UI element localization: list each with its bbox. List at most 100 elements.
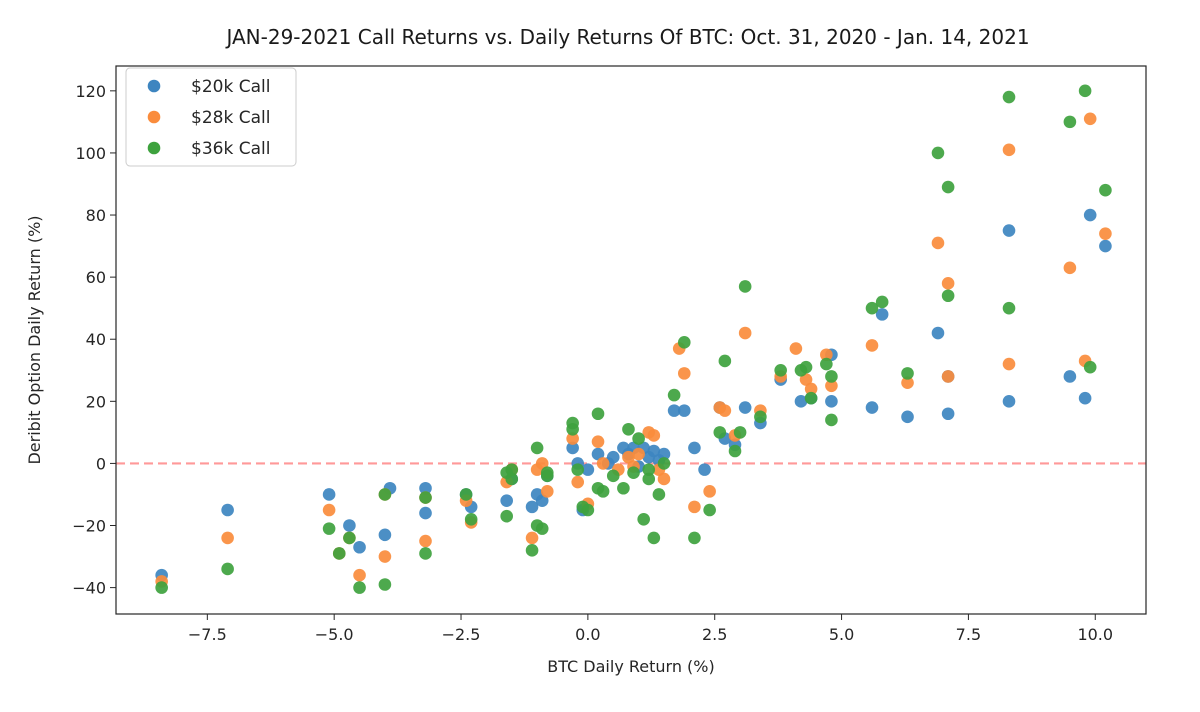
data-point	[667, 404, 681, 417]
data-point	[713, 426, 727, 439]
y-tick-label: 60	[86, 268, 106, 287]
data-point	[677, 404, 691, 417]
data-point	[505, 463, 519, 476]
plot-frame	[115, 65, 1147, 615]
data-point	[155, 581, 168, 594]
data-point	[419, 506, 432, 520]
series-2	[155, 84, 1112, 594]
data-point	[353, 540, 366, 554]
data-point	[343, 531, 356, 545]
data-point	[535, 522, 549, 535]
data-point	[606, 469, 620, 483]
data-point	[794, 395, 808, 408]
data-point	[1063, 370, 1077, 383]
legend-label: $20k Call	[191, 77, 270, 97]
data-point	[1099, 227, 1112, 240]
x-tick-label: 5.0	[829, 625, 854, 644]
data-point	[530, 441, 544, 455]
data-point	[1083, 112, 1097, 126]
data-point	[637, 513, 650, 526]
data-point	[647, 444, 661, 458]
x-tick-label: −2.5	[442, 625, 481, 644]
data-point	[353, 568, 366, 582]
data-point	[1099, 183, 1112, 197]
data-point	[1002, 224, 1016, 237]
data-point	[571, 463, 585, 476]
data-point	[1002, 357, 1016, 371]
data-point	[500, 509, 513, 523]
data-point	[738, 401, 752, 414]
data-point	[865, 401, 879, 414]
data-point	[652, 488, 666, 501]
data-point	[825, 395, 838, 408]
data-point	[1002, 395, 1016, 408]
data-point	[1078, 84, 1092, 98]
data-point	[353, 581, 366, 594]
data-point	[901, 367, 914, 380]
data-point	[596, 457, 610, 470]
data-point	[378, 488, 392, 501]
x-tick-label: 10.0	[1077, 625, 1113, 644]
data-point	[825, 379, 838, 393]
data-point	[1063, 261, 1077, 275]
data-point	[733, 426, 747, 439]
legend: $20k Call $28k Call $36k Call	[125, 67, 297, 167]
data-point	[688, 500, 701, 514]
data-point	[505, 472, 519, 486]
data-point	[419, 547, 432, 560]
data-point	[804, 382, 818, 396]
y-axis-label: Deribit Option Daily Return (%)	[25, 215, 44, 464]
data-point	[540, 485, 554, 498]
data-point	[617, 481, 630, 495]
data-point	[941, 370, 955, 383]
data-point	[591, 447, 605, 461]
data-point	[931, 146, 945, 160]
data-point	[728, 444, 742, 458]
data-point	[419, 481, 432, 495]
data-point	[632, 432, 645, 445]
y-tick-label: 40	[86, 330, 106, 349]
legend-label: $28k Call	[191, 108, 270, 128]
data-point	[581, 503, 595, 517]
data-point	[875, 295, 889, 309]
chart-title: JAN-29-2021 Call Returns vs. Daily Retur…	[224, 25, 1029, 49]
data-point	[622, 450, 635, 464]
data-point	[378, 578, 392, 591]
data-point	[1078, 391, 1092, 405]
data-point	[799, 373, 813, 386]
data-point	[718, 404, 732, 417]
data-point	[865, 339, 879, 352]
y-tick-label: 100	[75, 144, 106, 163]
data-point	[221, 531, 234, 545]
data-point	[596, 485, 610, 498]
data-point	[799, 360, 813, 374]
series-1	[155, 112, 1112, 588]
y-tick-label: 0	[96, 454, 106, 473]
data-point	[535, 457, 549, 470]
data-point	[1083, 360, 1097, 374]
data-point	[622, 422, 635, 436]
x-tick-label: −7.5	[188, 625, 227, 644]
data-point	[642, 472, 656, 486]
data-point	[1002, 143, 1016, 157]
data-point	[419, 534, 432, 548]
data-point	[901, 376, 914, 389]
legend-marker	[147, 110, 161, 124]
data-point	[322, 522, 336, 535]
x-tick-label: 0.0	[575, 625, 600, 644]
data-point	[627, 466, 640, 480]
data-point	[419, 491, 432, 504]
data-point	[703, 503, 716, 517]
x-tick-label: 7.5	[956, 625, 981, 644]
data-point	[221, 503, 234, 517]
data-point	[632, 447, 645, 461]
data-point	[647, 531, 661, 545]
data-point	[525, 500, 539, 514]
data-point	[875, 308, 889, 321]
data-point	[941, 180, 955, 194]
data-point	[677, 367, 691, 380]
data-point	[941, 277, 955, 290]
data-point	[525, 544, 539, 557]
